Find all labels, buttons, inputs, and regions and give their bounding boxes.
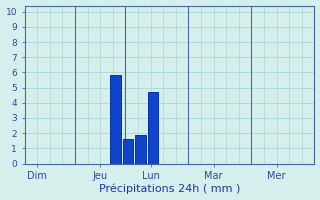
Bar <box>110 75 121 164</box>
Bar <box>123 139 133 164</box>
Bar <box>135 135 146 164</box>
X-axis label: Précipitations 24h ( mm ): Précipitations 24h ( mm ) <box>99 184 240 194</box>
Bar <box>148 92 158 164</box>
